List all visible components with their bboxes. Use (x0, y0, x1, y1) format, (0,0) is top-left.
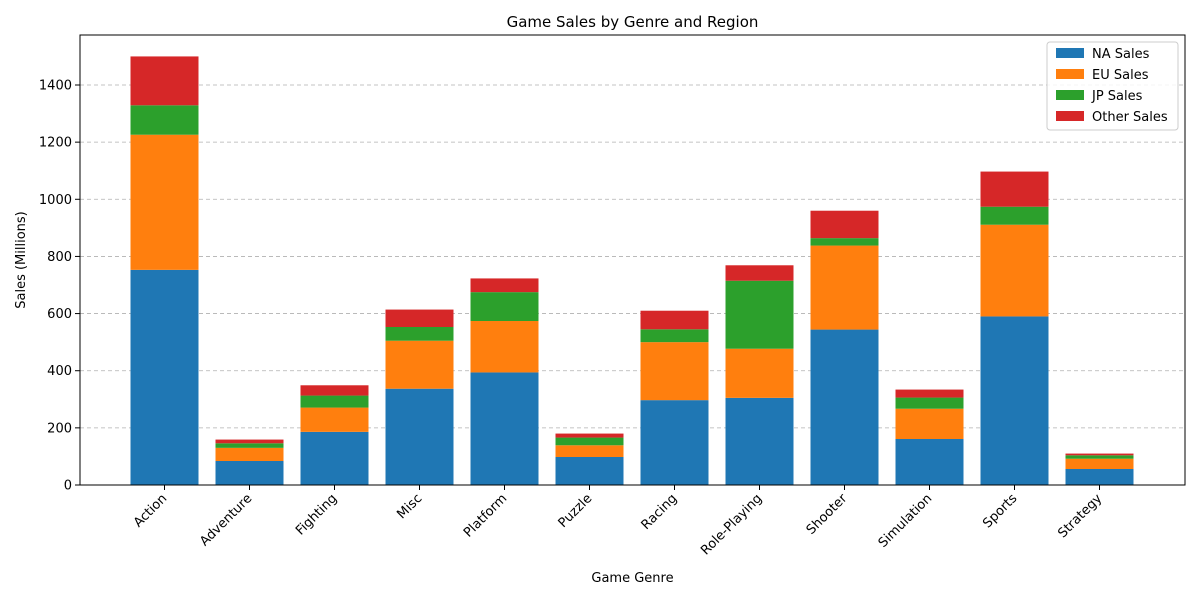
bar-eu-sales-puzzle (555, 445, 624, 457)
legend: NA Sales EU Sales JP Sales Other Sales (1046, 41, 1179, 131)
legend-swatch (1056, 111, 1084, 121)
bar-other-sales-adventure (215, 439, 284, 444)
chart-title: Game Sales by Genre and Region (507, 13, 759, 31)
bar-na-sales-shooter (810, 329, 879, 485)
y-tick-label: 1400 (39, 79, 72, 94)
bar-jp-sales-misc (385, 327, 454, 341)
bar-na-sales-racing (640, 400, 709, 485)
x-axis-label: Game Genre (591, 571, 673, 586)
legend-frame (1046, 41, 1179, 131)
bar-eu-sales-shooter (810, 245, 879, 330)
bar-eu-sales-misc (385, 340, 454, 389)
bar-na-sales-platform (470, 372, 539, 485)
legend-swatch (1056, 90, 1084, 100)
bar-eu-sales-adventure (215, 447, 284, 461)
legend-entry: NA Sales (1092, 47, 1150, 62)
bar-eu-sales-simulation (895, 408, 964, 439)
bar-jp-sales-adventure (215, 443, 284, 448)
bar-jp-sales-shooter (810, 238, 879, 246)
bar-other-sales-strategy (1065, 453, 1134, 456)
bar-na-sales-fighting (300, 431, 369, 485)
legend-swatch (1056, 69, 1084, 79)
bar-jp-sales-fighting (300, 395, 369, 408)
bar-other-sales-racing (640, 310, 709, 330)
bar-other-sales-misc (385, 309, 454, 327)
bars (130, 56, 1134, 485)
y-tick-label: 200 (47, 421, 72, 436)
bar-other-sales-fighting (300, 385, 369, 396)
legend-entry: JP Sales (1091, 89, 1143, 104)
bar-na-sales-adventure (215, 461, 284, 485)
bar-eu-sales-action (130, 134, 199, 270)
bar-other-sales-simulation (895, 389, 964, 398)
bar-jp-sales-action (130, 105, 199, 135)
bar-jp-sales-simulation (895, 397, 964, 409)
y-axis-label: Sales (Millions) (14, 211, 29, 309)
bar-eu-sales-sports (980, 224, 1049, 317)
bar-eu-sales-fighting (300, 407, 369, 432)
bar-na-sales-puzzle (555, 457, 624, 485)
bar-jp-sales-sports (980, 206, 1049, 225)
y-tick-label: 1200 (39, 136, 72, 151)
legend-entry: EU Sales (1092, 68, 1149, 83)
bar-eu-sales-role-playing (725, 348, 794, 398)
bar-jp-sales-racing (640, 329, 709, 343)
y-tick-label: 0 (64, 479, 72, 494)
bar-na-sales-strategy (1065, 469, 1134, 485)
bar-other-sales-action (130, 56, 199, 106)
bar-jp-sales-platform (470, 292, 539, 321)
bar-eu-sales-platform (470, 321, 539, 373)
y-tick-label: 1000 (39, 193, 72, 208)
legend-swatch (1056, 48, 1084, 58)
bar-na-sales-sports (980, 316, 1049, 485)
legend-entry: Other Sales (1092, 110, 1168, 125)
bar-other-sales-shooter (810, 210, 879, 239)
bar-na-sales-misc (385, 388, 454, 485)
plot-frame (79, 34, 1186, 486)
y-tick-label: 800 (47, 250, 72, 265)
bar-eu-sales-strategy (1065, 458, 1134, 469)
bar-other-sales-puzzle (555, 433, 624, 438)
bar-jp-sales-strategy (1065, 455, 1134, 459)
bar-jp-sales-puzzle (555, 437, 624, 446)
bar-other-sales-role-playing (725, 265, 794, 281)
bar-other-sales-platform (470, 278, 539, 293)
y-axis-ticks: 0 200 400 600 800 1000 1200 1400 (39, 79, 80, 494)
bar-other-sales-sports (980, 171, 1049, 207)
bar-eu-sales-racing (640, 342, 709, 401)
bar-na-sales-action (130, 269, 199, 485)
bar-na-sales-simulation (895, 439, 964, 485)
bar-na-sales-role-playing (725, 397, 794, 485)
y-tick-label: 400 (47, 364, 72, 379)
bar-jp-sales-role-playing (725, 280, 794, 349)
y-tick-label: 600 (47, 307, 72, 322)
